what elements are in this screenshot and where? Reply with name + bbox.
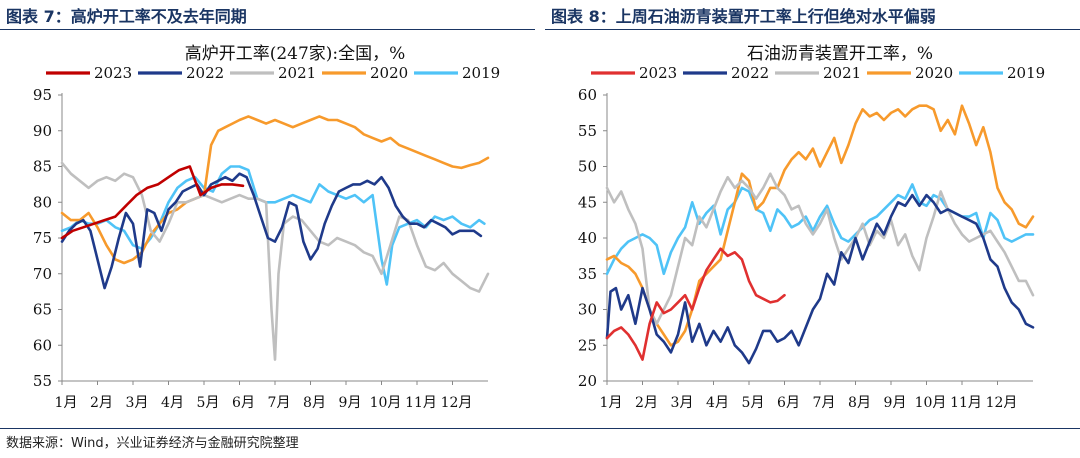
y-tick-label: 55 [578, 122, 597, 140]
x-tick-label: 7月 [813, 395, 836, 411]
y-tick-label: 75 [33, 229, 52, 247]
x-tick-label: 8月 [848, 395, 871, 411]
y-tick-label: 70 [33, 265, 52, 283]
x-tick-label: 9月 [339, 395, 362, 411]
y-tick-label: 35 [578, 265, 597, 283]
blast-furnace-chart: 高炉开工率(247家):全国，% 2023 2022 2021 2020 2019 55 60… [33, 44, 500, 411]
y-tick-label: 80 [33, 193, 52, 211]
series-line-2021 [60, 161, 490, 361]
y-tick-label: 50 [578, 158, 597, 176]
left-chart-header: 图表 7：高炉开工率不及去年同期 [0, 0, 535, 30]
legend-label-2023: 2023 [639, 64, 677, 82]
chart-title: 高炉开工率(247家):全国，% [185, 44, 406, 64]
series-line-2020 [605, 104, 1035, 347]
y-tick-label: 25 [578, 336, 597, 354]
y-tick-label: 85 [33, 158, 52, 176]
asphalt-chart: 石油沥青装置开工率，% 2023 2022 2021 2020 2019 20 25 30 35 4… [578, 44, 1045, 411]
x-tick-label: 6月 [777, 395, 800, 411]
series-line-2023 [60, 165, 245, 240]
chart-title: 石油沥青装置开工率，% [747, 44, 933, 64]
legend-label-2019: 2019 [462, 64, 500, 82]
x-tick-label: 11月 [405, 395, 437, 411]
x-tick-label: 8月 [303, 395, 326, 411]
series-line-2021 [605, 172, 1035, 326]
series-line-2020 [60, 115, 490, 265]
series-line-2022 [60, 172, 483, 290]
legend-label-2021: 2021 [278, 64, 316, 82]
y-tick-label: 20 [578, 372, 597, 390]
y-tick-label: 60 [33, 336, 52, 354]
x-tick-label: 4月 [161, 395, 184, 411]
x-tick-label: 10月 [915, 395, 947, 411]
x-tick-label: 4月 [706, 395, 729, 411]
x-tick-label: 12月 [441, 395, 473, 411]
legend-label-2020: 2020 [370, 64, 408, 82]
legend-label-2019: 2019 [1007, 64, 1045, 82]
y-tick-label: 55 [33, 372, 52, 390]
x-tick-label: 3月 [671, 395, 694, 411]
x-tick-label: 7月 [268, 395, 291, 411]
y-tick-label: 45 [578, 193, 597, 211]
x-tick-label: 1月 [600, 395, 623, 411]
x-tick-label: 3月 [126, 395, 149, 411]
data-source-note: 数据来源：Wind，兴业证券经济与金融研究院整理 [6, 436, 299, 451]
x-tick-label: 9月 [884, 395, 907, 411]
y-tick-label: 95 [33, 86, 52, 104]
y-tick-label: 90 [33, 122, 52, 140]
x-tick-label: 2月 [635, 395, 658, 411]
y-tick-label: 65 [33, 301, 52, 319]
left-chart-panel: 图表 7：高炉开工率不及去年同期 高炉开工率(247家):全国，% 2023 202… [0, 0, 535, 428]
x-tick-label: 5月 [742, 395, 765, 411]
y-tick-label: 40 [578, 229, 597, 247]
legend-label-2022: 2022 [731, 64, 769, 82]
series-line-2019 [605, 183, 1035, 276]
legend-label-2021: 2021 [823, 64, 861, 82]
series-line-2019 [60, 165, 486, 286]
y-tick-label: 30 [578, 301, 597, 319]
footer-divider [0, 428, 1080, 429]
legend-label-2022: 2022 [186, 64, 224, 82]
x-tick-label: 11月 [950, 395, 982, 411]
right-chart-panel: 图表 8：上周石油沥青装置开工率上行但绝对水平偏弱 石油沥青装置开工率，% 202… [545, 0, 1080, 428]
x-tick-label: 1月 [55, 395, 78, 411]
x-tick-label: 5月 [197, 395, 220, 411]
x-tick-label: 10月 [370, 395, 402, 411]
right-chart-header: 图表 8：上周石油沥青装置开工率上行但绝对水平偏弱 [545, 0, 1080, 30]
y-tick-label: 60 [578, 86, 597, 104]
x-tick-label: 6月 [232, 395, 255, 411]
legend-label-2023: 2023 [94, 64, 132, 82]
legend-label-2020: 2020 [915, 64, 953, 82]
series-line-2023 [605, 247, 786, 361]
series-line-2022 [605, 193, 1035, 365]
x-tick-label: 12月 [986, 395, 1018, 411]
x-tick-label: 2月 [90, 395, 113, 411]
